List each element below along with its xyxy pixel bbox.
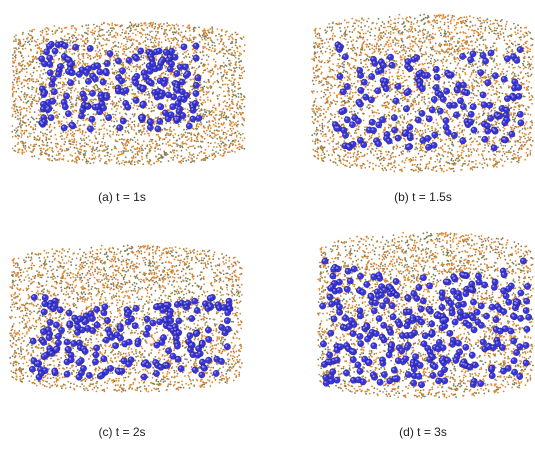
simulation-panel: [11, 22, 246, 166]
simulation-panel: [9, 245, 243, 393]
panel-caption: (d) t = 3s: [399, 425, 447, 439]
figure: (a) t = 1s (b) t = 1.5s (c) t = 2s (d) t…: [0, 0, 535, 455]
panel-caption: (c) t = 2s: [98, 425, 145, 439]
panel-caption: (b) t = 1.5s: [394, 190, 452, 204]
simulation-panel: [311, 14, 534, 173]
panel-caption: (a) t = 1s: [98, 190, 146, 204]
simulation-panel: [317, 232, 534, 399]
